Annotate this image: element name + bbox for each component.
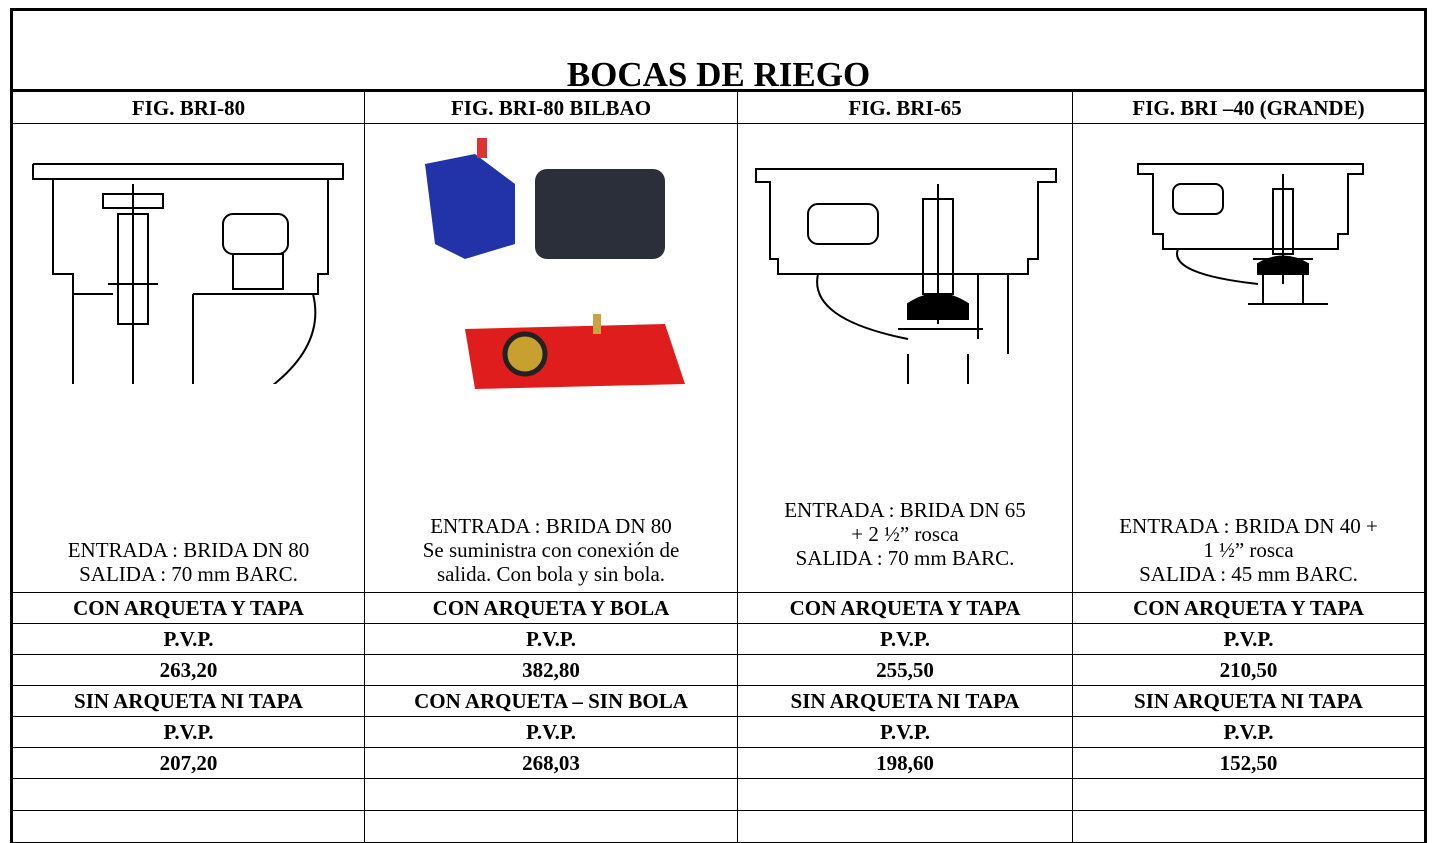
price: 263,20 bbox=[10, 654, 365, 686]
price-sheet: BOCAS DE RIEGO FIG. BRI-80 FIG. BRI-80 B… bbox=[9, 8, 1428, 843]
description: ENTRADA : BRIDA DN 80 SALIDA : 70 mm BAR… bbox=[15, 538, 364, 586]
description-line: ENTRADA : BRIDA DN 80 bbox=[67, 538, 310, 562]
price-row: P.V.P. P.V.P. P.V.P. P.V.P. bbox=[10, 716, 1428, 748]
option: CON ARQUETA Y BOLA bbox=[364, 592, 738, 624]
title: BOCAS DE RIEGO bbox=[9, 8, 1428, 92]
description-line: SALIDA : 70 mm BARC. bbox=[79, 562, 298, 586]
description-line: ENTRADA : BRIDA DN 40 + bbox=[1119, 514, 1378, 538]
figure-header: FIG. BRI-80 bbox=[10, 90, 365, 124]
price-label: P.V.P. bbox=[364, 623, 738, 655]
figure-header: FIG. BRI-80 BILBAO bbox=[364, 90, 738, 124]
price-row: SIN ARQUETA NI TAPA CON ARQUETA – SIN BOL… bbox=[10, 685, 1428, 717]
empty-cell bbox=[10, 810, 365, 843]
option: CON ARQUETA Y TAPA bbox=[10, 592, 365, 624]
price-row: CON ARQUETA Y TAPA CON ARQUETA Y BOLA CON … bbox=[10, 592, 1428, 624]
option: CON ARQUETA – SIN BOLA bbox=[364, 685, 738, 717]
product-cell: ENTRADA : BRIDA DN 80 Se suministra con … bbox=[366, 125, 737, 592]
valve-drawing bbox=[32, 163, 344, 384]
description-line: + 2 ½” rosca bbox=[851, 522, 959, 546]
price: 268,03 bbox=[364, 747, 738, 779]
description-line: 1 ½” rosca bbox=[1203, 538, 1294, 562]
valve-drawing bbox=[755, 168, 1057, 384]
empty-cell bbox=[1071, 778, 1428, 811]
price: 210,50 bbox=[1071, 654, 1428, 686]
empty-cell bbox=[10, 778, 365, 811]
description: ENTRADA : BRIDA DN 40 + 1 ½” rosca SALID… bbox=[1074, 514, 1423, 586]
price-label: P.V.P. bbox=[364, 716, 738, 748]
empty-cell bbox=[737, 778, 1073, 811]
figure-header: FIG. BRI-65 bbox=[737, 90, 1073, 124]
description-line: SALIDA : 70 mm BARC. bbox=[795, 546, 1015, 570]
price-label: P.V.P. bbox=[737, 716, 1073, 748]
description: ENTRADA : BRIDA DN 80 Se suministra con … bbox=[366, 514, 737, 586]
description-line: ENTRADA : BRIDA DN 80 bbox=[430, 514, 672, 538]
option: SIN ARQUETA NI TAPA bbox=[10, 685, 365, 717]
price: 198,60 bbox=[737, 747, 1073, 779]
price: 152,50 bbox=[1071, 747, 1428, 779]
empty-cell bbox=[1071, 810, 1428, 843]
empty-cell bbox=[737, 810, 1073, 843]
price: 255,50 bbox=[737, 654, 1073, 686]
price-row: 207,20 268,03 198,60 152,50 bbox=[10, 747, 1428, 779]
description-line: salida. Con bola y sin bola. bbox=[436, 562, 666, 586]
valve-drawing bbox=[1137, 163, 1364, 305]
price-label: P.V.P. bbox=[737, 623, 1073, 655]
price-row: 263,20 382,80 255,50 210,50 bbox=[10, 654, 1428, 686]
product-cell: ENTRADA : BRIDA DN 80 SALIDA : 70 mm BAR… bbox=[15, 125, 364, 592]
price: 207,20 bbox=[10, 747, 365, 779]
price-label: P.V.P. bbox=[1071, 623, 1428, 655]
option: SIN ARQUETA NI TAPA bbox=[737, 685, 1073, 717]
empty-cell bbox=[364, 810, 738, 843]
empty-cell bbox=[364, 778, 738, 811]
option: CON ARQUETA Y TAPA bbox=[1071, 592, 1428, 624]
price-rows: CON ARQUETA Y TAPA CON ARQUETA Y BOLA CON … bbox=[10, 592, 1428, 779]
description-line: SALIDA : 45 mm BARC. bbox=[1139, 562, 1358, 586]
product-cell: ENTRADA : BRIDA DN 40 + 1 ½” rosca SALID… bbox=[1074, 125, 1423, 592]
price-table: BOCAS DE RIEGO FIG. BRI-80 FIG. BRI-80 B… bbox=[9, 8, 1428, 843]
product-cell: ENTRADA : BRIDA DN 65 + 2 ½” rosca SALID… bbox=[739, 125, 1072, 592]
price-label: P.V.P. bbox=[10, 623, 365, 655]
price: 382,80 bbox=[364, 654, 738, 686]
description-line: ENTRADA : BRIDA DN 65 bbox=[784, 498, 1026, 522]
description: ENTRADA : BRIDA DN 65 + 2 ½” rosca SALID… bbox=[739, 498, 1072, 570]
option: SIN ARQUETA NI TAPA bbox=[1071, 685, 1428, 717]
product-photo bbox=[425, 138, 685, 389]
price-label: P.V.P. bbox=[10, 716, 365, 748]
description-line: Se suministra con conexión de bbox=[422, 538, 680, 562]
option: CON ARQUETA Y TAPA bbox=[737, 592, 1073, 624]
price-label: P.V.P. bbox=[1071, 716, 1428, 748]
price-row: P.V.P. P.V.P. P.V.P. P.V.P. bbox=[10, 623, 1428, 655]
figure-header: FIG. BRI –40 (GRANDE) bbox=[1071, 90, 1428, 124]
